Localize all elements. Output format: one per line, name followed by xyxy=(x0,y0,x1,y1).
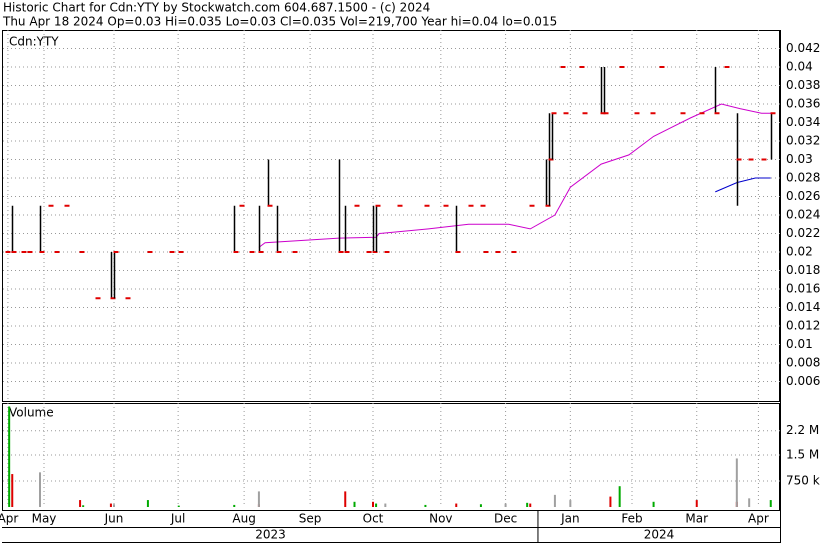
x-tick-label: Apr xyxy=(748,512,769,526)
y-tick-label: 2.2 M xyxy=(786,423,819,437)
volume-bar xyxy=(8,406,11,507)
price-panel xyxy=(2,30,780,402)
volume-bar xyxy=(695,500,698,507)
y-tick-label: 0.036 xyxy=(786,97,820,111)
y-tick-label: 0.022 xyxy=(786,226,820,240)
y-tick-label: 0.006 xyxy=(786,374,820,388)
volume-bar xyxy=(479,504,482,507)
volume-bar xyxy=(455,503,458,507)
y-tick-label: 0.014 xyxy=(786,300,820,314)
y-tick-label: 0.042 xyxy=(786,41,820,55)
y-tick-label: 0.026 xyxy=(786,189,820,203)
y-tick-label: 0.032 xyxy=(786,134,820,148)
y-tick-label: 0.03 xyxy=(786,152,813,166)
volume-bar xyxy=(526,502,529,507)
x-tick-label: Jun xyxy=(104,512,124,526)
x-tick-label: Mar xyxy=(685,512,708,526)
volume-bar xyxy=(384,503,387,507)
y-tick-label: 0.02 xyxy=(786,245,813,259)
x-tick-label: Feb xyxy=(621,512,642,526)
chart-subtitle: Thu Apr 18 2024 Op=0.03 Hi=0.035 Lo=0.03… xyxy=(2,15,557,29)
volume-bar xyxy=(735,458,738,507)
x-tick-label: Jan xyxy=(560,512,580,526)
volume-bar xyxy=(375,503,378,507)
moving-average xyxy=(715,177,771,193)
volume-bar xyxy=(609,496,612,507)
y-tick-label: 0.04 xyxy=(786,60,813,74)
y-tick-label: 750 k xyxy=(786,474,820,488)
x-tick-label: Jul xyxy=(170,512,185,526)
volume-bar xyxy=(353,501,356,507)
y-tick-label: 0.008 xyxy=(786,356,820,370)
volume-bar xyxy=(177,505,180,507)
y-tick-label: 0.028 xyxy=(786,171,820,185)
volume-bar xyxy=(748,498,751,507)
volume-bar xyxy=(652,501,655,507)
x-tick-label: Sep xyxy=(299,512,322,526)
y-tick-label: 0.024 xyxy=(786,208,820,222)
x-tick-label: Nov xyxy=(429,512,452,526)
volume-bar xyxy=(233,504,236,507)
x-tick-label: Apr xyxy=(0,512,18,526)
volume-bar xyxy=(618,486,621,507)
chart-title: Historic Chart for Cdn:YTY by Stockwatch… xyxy=(3,1,430,15)
volume-bar xyxy=(344,491,347,507)
x-tick-label: Oct xyxy=(363,512,384,526)
y-tick-label: 1.5 M xyxy=(786,448,819,462)
y-tick-label: 0.01 xyxy=(786,337,813,351)
volume-bar xyxy=(769,500,772,507)
y-tick-label: 0.018 xyxy=(786,263,820,277)
volume-bar xyxy=(257,491,260,507)
volume-bar xyxy=(113,504,115,507)
y-tick-label: 0.016 xyxy=(786,282,820,296)
volume-bar xyxy=(82,505,85,507)
x-tick-label: May xyxy=(32,512,57,526)
volume-bar xyxy=(529,503,532,507)
volume-bar xyxy=(504,503,507,507)
volume-bar xyxy=(109,503,112,507)
volume-bar xyxy=(79,500,82,507)
volume-bar xyxy=(11,474,14,507)
volume-label: Volume xyxy=(9,406,54,420)
y-tick-label: 0.038 xyxy=(786,78,820,92)
symbol-label: Cdn:YTY xyxy=(9,35,59,49)
year-label: 2023 xyxy=(255,528,286,542)
volume-bar xyxy=(146,500,149,507)
volume-bar xyxy=(39,472,41,507)
volume-bar xyxy=(553,494,556,507)
volume-bar xyxy=(424,504,427,507)
x-tick-label: Dec xyxy=(494,512,517,526)
volume-bar xyxy=(372,501,374,507)
volume-bar xyxy=(569,500,572,507)
y-tick-label: 0.034 xyxy=(786,115,820,129)
year-label: 2024 xyxy=(644,528,675,542)
volume-panel xyxy=(2,403,780,511)
y-tick-label: 0.012 xyxy=(786,319,820,333)
x-tick-label: Aug xyxy=(232,512,255,526)
